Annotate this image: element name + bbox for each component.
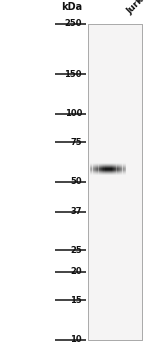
Bar <box>125 162 126 176</box>
Bar <box>90 170 126 171</box>
Bar <box>90 165 126 166</box>
Bar <box>122 162 124 176</box>
Bar <box>114 162 115 176</box>
Bar <box>112 162 113 176</box>
Bar <box>90 174 126 175</box>
Bar <box>90 172 126 173</box>
Bar <box>90 165 126 166</box>
Bar <box>119 162 120 176</box>
Text: 150: 150 <box>64 70 82 79</box>
Text: Jurkat: Jurkat <box>125 0 150 16</box>
Bar <box>90 167 126 168</box>
Bar <box>102 162 103 176</box>
Bar <box>90 171 126 172</box>
Bar <box>90 163 126 164</box>
Bar <box>88 24 142 340</box>
Bar <box>116 162 118 176</box>
Bar <box>88 24 142 340</box>
Bar <box>90 163 126 164</box>
Text: 100: 100 <box>65 109 82 118</box>
Bar <box>101 162 102 176</box>
Bar <box>90 162 126 163</box>
Bar <box>95 162 96 176</box>
Text: 20: 20 <box>70 268 82 277</box>
Bar <box>120 162 121 176</box>
Bar <box>115 162 117 176</box>
Bar <box>90 162 126 163</box>
Bar <box>90 164 126 165</box>
Bar <box>121 162 123 176</box>
Bar <box>90 168 126 169</box>
Text: kDa: kDa <box>61 2 82 12</box>
Text: 10: 10 <box>70 336 82 345</box>
Bar <box>90 169 126 170</box>
Text: 37: 37 <box>70 207 82 216</box>
Bar <box>90 175 126 176</box>
Bar <box>98 162 100 176</box>
Text: 25: 25 <box>70 245 82 254</box>
Bar <box>90 162 91 176</box>
Bar <box>90 172 126 173</box>
Bar <box>96 162 97 176</box>
Text: 250: 250 <box>64 20 82 29</box>
Bar <box>97 162 99 176</box>
Bar <box>124 162 125 176</box>
Bar <box>94 162 95 176</box>
Bar <box>90 167 126 168</box>
Bar <box>113 162 114 176</box>
Bar <box>100 162 101 176</box>
Bar <box>90 173 126 174</box>
Bar <box>103 162 105 176</box>
Text: 75: 75 <box>70 138 82 147</box>
Bar <box>90 175 126 176</box>
Text: 50: 50 <box>70 177 82 186</box>
Bar <box>118 162 119 176</box>
Bar <box>90 171 126 172</box>
Text: 15: 15 <box>70 296 82 305</box>
Bar <box>90 166 126 167</box>
Bar <box>90 174 126 175</box>
Bar <box>90 169 126 170</box>
Bar <box>92 162 94 176</box>
Bar <box>91 162 93 176</box>
